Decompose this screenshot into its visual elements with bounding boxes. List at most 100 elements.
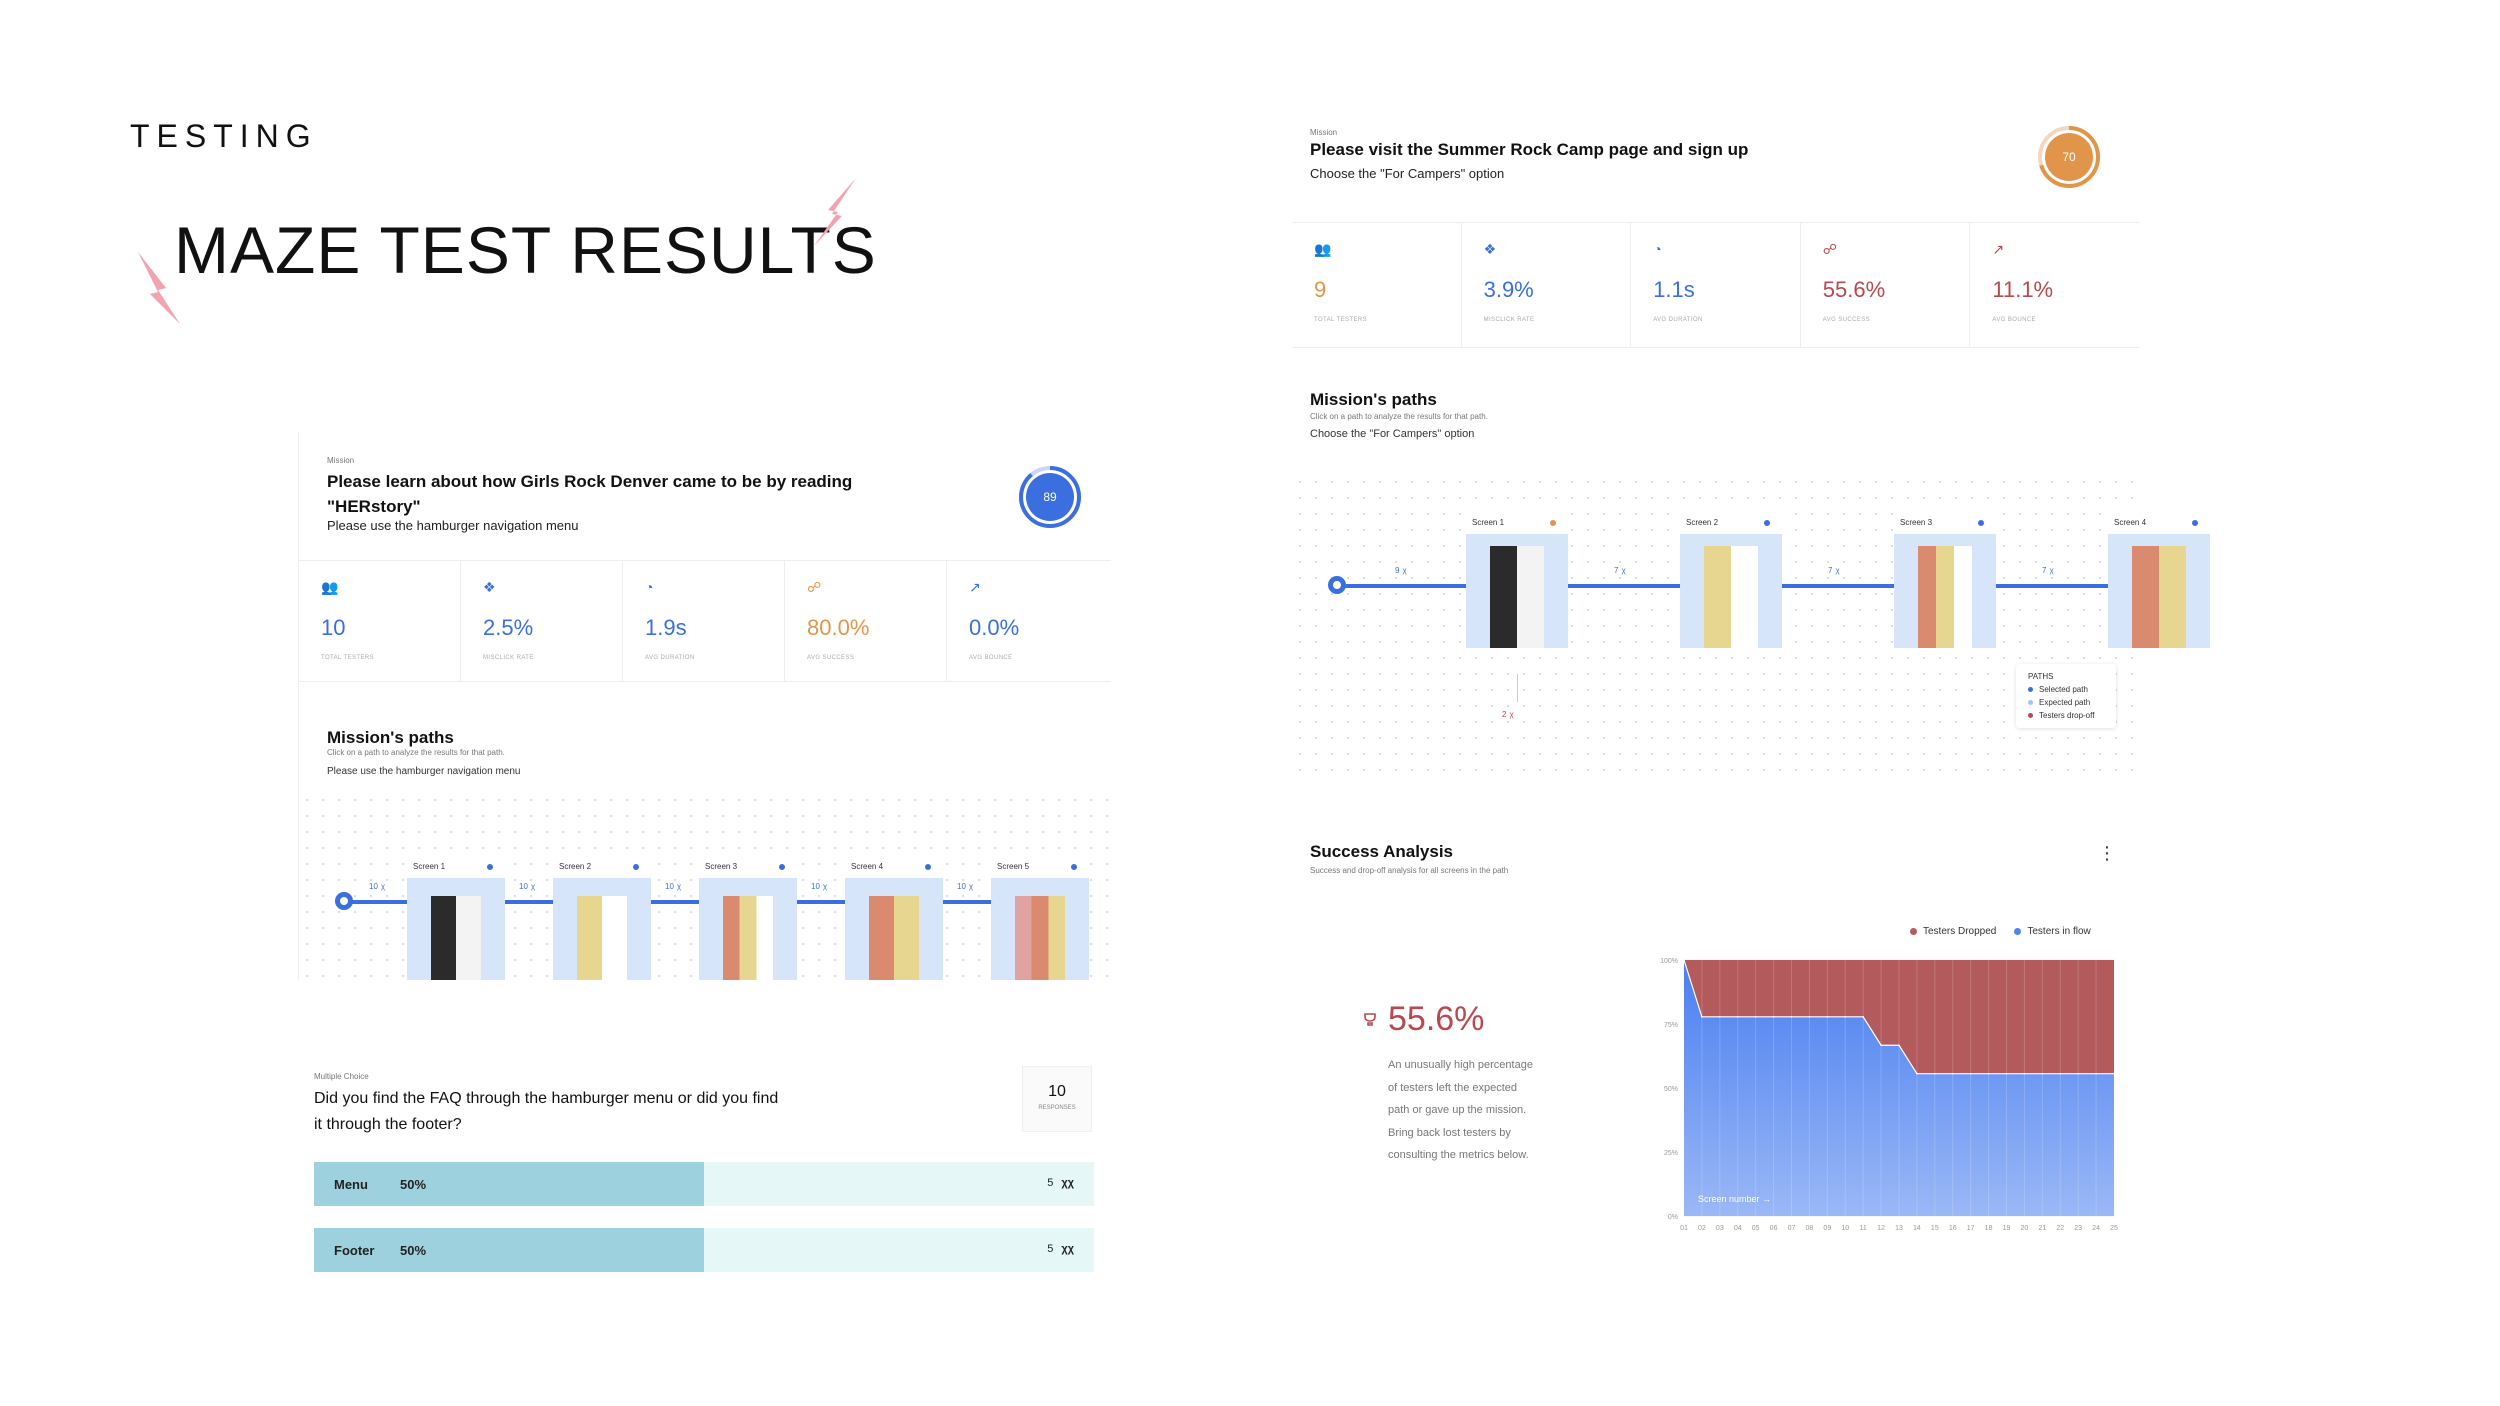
path-connector[interactable] <box>1344 584 1466 588</box>
path-connector[interactable] <box>351 900 407 904</box>
x-tick-label: 12 <box>1877 1225 1885 1232</box>
stat-card: ❖ 2.5% MISCLICK RATE <box>461 561 623 681</box>
screen-label: Screen 1 <box>413 862 446 871</box>
poll-option-label: Footer <box>334 1243 375 1258</box>
data-point <box>1719 1016 1721 1018</box>
screen-thumbnail-area <box>1466 534 1568 648</box>
x-tick-label: 19 <box>2003 1225 2011 1232</box>
data-point <box>1772 1016 1775 1018</box>
success-panel: Success Analysis Success and drop-off an… <box>1292 830 2150 1250</box>
responses-badge: 10 RESPONSES <box>1022 1066 1092 1132</box>
users-icon: χ <box>822 882 828 891</box>
success-title: Success Analysis <box>1310 842 1454 861</box>
mission-eyebrow: Mission <box>327 456 355 465</box>
path-connector[interactable] <box>1568 584 1680 588</box>
x-tick-label: 18 <box>1985 1225 1993 1232</box>
screen-header: Screen 1 <box>407 856 505 878</box>
path-connector[interactable] <box>1782 584 1894 588</box>
x-tick-label: 22 <box>2056 1225 2064 1232</box>
poll-option-row[interactable]: Menu 50% 5 χχ <box>314 1162 1094 1206</box>
more-options-icon[interactable]: ⋮ <box>2098 843 2116 863</box>
x-tick-label: 23 <box>2074 1225 2082 1232</box>
stats-row: 👥 9 TOTAL TESTERS ❖ 3.9% MISCLICK RATE ◔ 1.1s AV… <box>1292 222 2140 348</box>
data-point <box>1987 1072 1990 1075</box>
status-dot <box>779 864 785 870</box>
screen-thumbnail-area <box>553 878 651 980</box>
y-tick-label: 25% <box>1664 1150 1678 1157</box>
path-screen-card[interactable]: Screen 1 <box>1466 512 1568 648</box>
trophy-icon: ☍ <box>807 579 822 595</box>
path-screen-card[interactable]: Screen 1 <box>407 856 505 980</box>
path-connector[interactable] <box>943 900 991 904</box>
path-screen-card[interactable]: Screen 5 <box>991 856 1089 980</box>
poll-question: Did you find the FAQ through the hamburg… <box>314 1090 779 1133</box>
data-point <box>1862 1016 1864 1018</box>
data-point <box>1880 1044 1882 1047</box>
screen-header: Screen 3 <box>1894 512 1996 534</box>
score-ring: 89 <box>1019 466 1081 528</box>
screen-label: Screen 1 <box>1472 518 1505 527</box>
drop-off-line[interactable] <box>1517 674 1518 702</box>
x-tick-label: 11 <box>1860 1225 1867 1232</box>
screen-thumbnail <box>1704 546 1758 648</box>
x-tick-label: 10 <box>1841 1225 1849 1232</box>
paths-canvas[interactable]: 9 χ Screen 1 7 χ Screen 2 7 χ Screen 3 7 χ Screen 4… <box>1292 474 2210 776</box>
path-start-node[interactable] <box>1328 576 1346 594</box>
path-screen-card[interactable]: Screen 2 <box>1680 512 1782 648</box>
path-connector[interactable] <box>505 900 553 904</box>
path-screen-card[interactable]: Screen 3 <box>699 856 797 980</box>
stat-card: 👥 9 TOTAL TESTERS <box>1292 223 1462 347</box>
data-point <box>1683 959 1685 961</box>
path-screen-card[interactable]: Screen 4 <box>2108 512 2210 648</box>
users-icon: 👥 <box>321 579 339 595</box>
x-tick-label: 14 <box>1913 1225 1921 1232</box>
path-start-node[interactable] <box>335 892 353 910</box>
path-connector[interactable] <box>651 900 699 904</box>
path-screen-card[interactable]: Screen 4 <box>845 856 943 980</box>
users-icon: χ <box>1509 710 1514 719</box>
status-dot <box>925 864 931 870</box>
x-tick-label: 13 <box>1895 1225 1903 1232</box>
series-area-testers-in-flow <box>1684 960 2114 1216</box>
path-screen-card[interactable]: Screen 3 <box>1894 512 1996 648</box>
legend-item: Expected path <box>2028 698 2104 707</box>
stat-value: 80.0% <box>807 615 870 640</box>
success-description: An unusually high percentage of testers l… <box>1388 1054 1533 1167</box>
stat-card: ❖ 3.9% MISCLICK RATE <box>1462 223 1632 347</box>
stat-label: AVG BOUNCE <box>1992 317 2036 323</box>
paths-subtitle: Choose the "For Campers" option <box>1310 428 1475 440</box>
mission-title: Please visit the Summer Rock Camp page a… <box>1310 140 1749 159</box>
connector-count: 10 χ <box>957 882 974 891</box>
chart-legend: Testers Dropped Testers in flow <box>1892 926 2091 937</box>
screen-header: Screen 4 <box>2108 512 2210 534</box>
path-connector[interactable] <box>797 900 845 904</box>
legend-item: Testers Dropped <box>1910 926 1996 937</box>
paths-canvas[interactable]: 10 χ Screen 1 10 χ Screen 2 10 χ Screen 3 10 χ Scre… <box>299 792 1111 980</box>
screen-thumbnail-area <box>845 878 943 980</box>
stat-value: 3.9% <box>1483 277 1534 302</box>
x-tick-label: 03 <box>1716 1225 1724 1232</box>
x-tick-label: 08 <box>1806 1225 1814 1232</box>
stat-label: TOTAL TESTERS <box>321 655 374 661</box>
lightning-bolt-icon <box>138 252 180 324</box>
misclick-icon: ❖ <box>1483 241 1497 257</box>
bounce-icon: ↗ <box>1992 241 2005 257</box>
stat-value: 10 <box>321 615 346 640</box>
screen-label: Screen 2 <box>1686 518 1719 527</box>
path-connector[interactable] <box>1996 584 2108 588</box>
path-screen-card[interactable]: Screen 2 <box>553 856 651 980</box>
users-icon: χ <box>1402 566 1407 575</box>
lightning-bolt-icon <box>814 178 856 246</box>
stat-value: 11.1% <box>1992 277 2054 302</box>
stat-label: MISCLICK RATE <box>483 655 534 661</box>
poll-option-count: 5 χχ <box>1047 1243 1074 1255</box>
users-icon: χ <box>1621 566 1626 575</box>
clock-icon: ◔ <box>645 579 654 595</box>
clock-icon: ◔ <box>1653 241 1662 257</box>
screen-thumbnail <box>430 896 482 980</box>
series-area-testers-dropped <box>1684 960 2114 1074</box>
y-tick-label: 75% <box>1664 1022 1678 1029</box>
description-line: path or gave up the mission. <box>1388 1104 1527 1116</box>
poll-option-row[interactable]: Footer 50% 5 χχ <box>314 1228 1094 1272</box>
